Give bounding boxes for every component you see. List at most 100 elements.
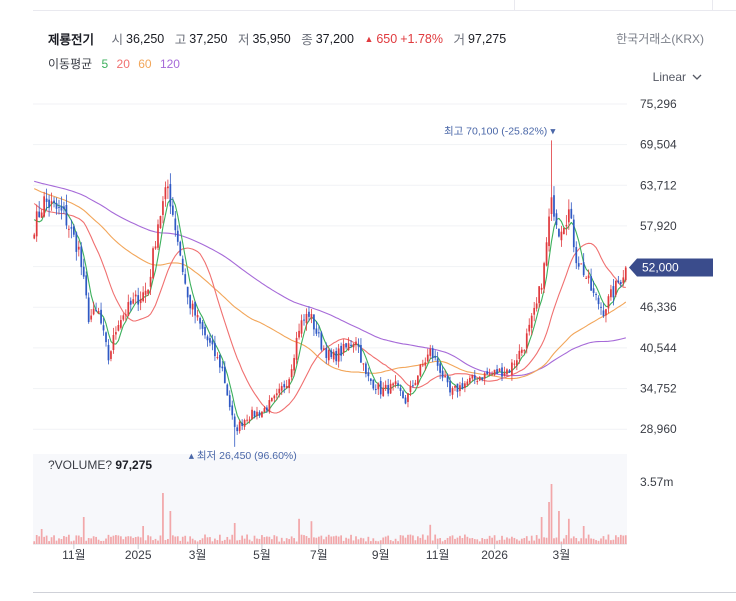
candle-body <box>33 234 36 239</box>
candle-body <box>238 421 241 432</box>
volume-bar <box>38 536 41 544</box>
candle-body <box>303 319 305 321</box>
volume-bar <box>459 535 461 544</box>
volume-bar <box>137 536 140 544</box>
volume-bar <box>322 539 325 544</box>
volume-bar <box>194 540 196 544</box>
candle-body <box>513 363 516 365</box>
volume-bar <box>119 536 122 544</box>
candle-body <box>117 325 120 331</box>
volume-bar <box>421 534 424 544</box>
candle-body <box>107 344 110 361</box>
candle-body <box>300 320 303 334</box>
volume-bar <box>253 535 256 544</box>
candle-body <box>270 398 273 401</box>
change-up-icon: ▲ <box>364 33 374 44</box>
volume-bar <box>476 539 479 544</box>
volume-bar <box>513 537 516 544</box>
volume-label: 거 <box>453 33 465 47</box>
volume-bar <box>171 535 174 544</box>
candle-body <box>335 350 338 362</box>
volume-bar <box>206 537 209 544</box>
candle-body <box>174 218 177 231</box>
candle-body <box>283 384 286 388</box>
volume-bar <box>377 541 380 544</box>
ma-legend-20[interactable]: 20 <box>116 57 130 71</box>
volume-bar <box>550 484 553 544</box>
volume-bar <box>367 536 370 544</box>
candle-body <box>367 372 370 377</box>
candle-body <box>209 338 211 343</box>
candle-body <box>550 197 553 214</box>
volume-bar <box>444 539 446 544</box>
volume-bar <box>327 534 330 544</box>
volume-bar <box>610 540 612 544</box>
candle-body <box>65 205 68 226</box>
candle-body <box>377 383 380 390</box>
ma-line-120 <box>34 180 626 377</box>
volume-bar <box>117 535 120 544</box>
candle-body <box>100 309 102 324</box>
volume-bar <box>92 536 95 544</box>
volume-bar <box>486 538 489 544</box>
candle-body <box>77 246 80 250</box>
volume-bar <box>520 538 523 544</box>
volume-bar <box>498 539 501 544</box>
candle-body <box>540 287 543 290</box>
candle-body <box>295 337 298 360</box>
candle-body <box>258 412 261 416</box>
candle-body <box>317 332 320 334</box>
scale-label: Linear <box>652 70 686 84</box>
volume-bar <box>342 540 345 544</box>
volume-bar <box>132 537 135 544</box>
candle-body <box>322 348 325 350</box>
candle-body <box>179 241 182 256</box>
volume-bar <box>201 538 204 544</box>
candle-body <box>461 383 464 390</box>
volume-bar <box>362 538 365 544</box>
volume-bar <box>352 540 355 544</box>
volume-bar <box>612 539 615 544</box>
candle-body <box>204 326 206 336</box>
candle-body <box>605 309 607 316</box>
volume-bar <box>275 536 278 544</box>
candle-body <box>520 349 523 353</box>
candle-body <box>241 422 244 426</box>
volume-bar <box>488 535 491 544</box>
candle-body <box>419 364 422 376</box>
scale-dropdown[interactable]: Linear <box>653 70 702 84</box>
candle-body <box>545 242 548 266</box>
volume-bar <box>350 534 352 544</box>
candle-body <box>261 411 263 418</box>
volume-bar <box>434 534 437 544</box>
candle-body <box>293 358 295 371</box>
volume-bar <box>374 540 377 544</box>
candle-body <box>112 334 115 350</box>
candle-body <box>129 300 132 305</box>
volume-bar <box>389 540 392 544</box>
volume-bar <box>466 536 469 544</box>
ma-legend-120[interactable]: 120 <box>159 57 180 71</box>
candle-body <box>412 385 414 387</box>
close-label: 종 <box>301 33 313 47</box>
high-label: 고 <box>174 33 187 47</box>
candle-body <box>446 376 449 383</box>
candle-body <box>399 387 402 391</box>
candle-body <box>614 280 617 295</box>
volume-bar <box>87 537 90 544</box>
candle-body <box>298 330 300 338</box>
candle-body <box>115 332 117 335</box>
candle-body <box>503 372 506 377</box>
candle-body <box>171 205 174 215</box>
candle-body <box>585 277 588 279</box>
ma-legend-5[interactable]: 5 <box>101 57 109 71</box>
ma-legend-60[interactable]: 60 <box>138 57 152 71</box>
candle-body <box>82 266 85 277</box>
candle-body <box>159 216 162 228</box>
volume-bar <box>75 535 78 544</box>
volume-bar <box>523 538 526 544</box>
volume-bar <box>70 541 73 544</box>
volume-bar <box>97 539 100 544</box>
candle-body <box>352 343 355 348</box>
